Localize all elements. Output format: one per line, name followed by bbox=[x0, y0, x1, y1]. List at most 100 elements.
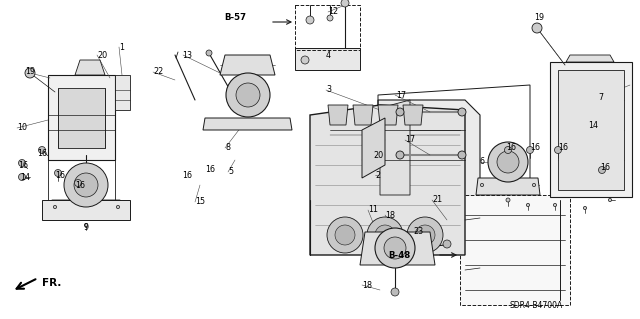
Text: 23: 23 bbox=[413, 227, 423, 236]
Polygon shape bbox=[360, 232, 435, 265]
Circle shape bbox=[19, 174, 26, 181]
Text: FR.: FR. bbox=[42, 278, 61, 288]
Text: 12: 12 bbox=[328, 8, 338, 17]
Polygon shape bbox=[558, 70, 624, 190]
Text: 16: 16 bbox=[55, 170, 65, 180]
Circle shape bbox=[38, 146, 45, 153]
Polygon shape bbox=[362, 118, 385, 178]
Polygon shape bbox=[476, 178, 540, 195]
Circle shape bbox=[54, 169, 61, 176]
Text: 10: 10 bbox=[17, 123, 27, 132]
Circle shape bbox=[396, 151, 404, 159]
Polygon shape bbox=[75, 60, 105, 75]
Circle shape bbox=[396, 108, 404, 116]
Text: 2: 2 bbox=[375, 170, 380, 180]
Text: 16: 16 bbox=[530, 144, 540, 152]
Circle shape bbox=[609, 198, 612, 202]
Polygon shape bbox=[47, 200, 125, 215]
Text: B-48: B-48 bbox=[388, 250, 410, 259]
Text: 19: 19 bbox=[25, 68, 35, 77]
Circle shape bbox=[19, 160, 26, 167]
Text: 9: 9 bbox=[83, 224, 88, 233]
Text: 19: 19 bbox=[534, 13, 544, 23]
Text: SDR4-B4700A: SDR4-B4700A bbox=[510, 300, 563, 309]
Circle shape bbox=[53, 205, 56, 209]
Circle shape bbox=[554, 204, 557, 207]
Circle shape bbox=[25, 68, 35, 78]
Circle shape bbox=[532, 183, 536, 187]
Text: 14: 14 bbox=[20, 173, 30, 182]
Polygon shape bbox=[295, 48, 360, 70]
Circle shape bbox=[407, 217, 443, 253]
Circle shape bbox=[74, 180, 81, 187]
Circle shape bbox=[481, 183, 484, 187]
Text: 16: 16 bbox=[18, 160, 28, 169]
Circle shape bbox=[384, 237, 406, 259]
Circle shape bbox=[526, 204, 530, 207]
Circle shape bbox=[497, 151, 519, 173]
Text: 22: 22 bbox=[153, 68, 163, 77]
Circle shape bbox=[506, 198, 510, 202]
Circle shape bbox=[584, 206, 587, 210]
Polygon shape bbox=[378, 100, 480, 200]
Circle shape bbox=[458, 151, 466, 159]
Polygon shape bbox=[378, 105, 398, 125]
Polygon shape bbox=[220, 55, 275, 75]
Text: 16: 16 bbox=[182, 170, 192, 180]
Text: 20: 20 bbox=[373, 151, 383, 160]
Circle shape bbox=[375, 228, 415, 268]
Polygon shape bbox=[58, 88, 105, 148]
Circle shape bbox=[527, 146, 534, 153]
Circle shape bbox=[504, 146, 511, 153]
Circle shape bbox=[375, 225, 395, 245]
Text: 16: 16 bbox=[558, 144, 568, 152]
Polygon shape bbox=[203, 118, 292, 130]
Circle shape bbox=[116, 205, 120, 209]
Circle shape bbox=[64, 163, 108, 207]
Text: 18: 18 bbox=[385, 211, 395, 219]
Text: 16: 16 bbox=[205, 166, 215, 174]
Circle shape bbox=[443, 240, 451, 248]
Polygon shape bbox=[115, 75, 130, 110]
Polygon shape bbox=[566, 55, 614, 62]
Polygon shape bbox=[353, 105, 373, 125]
Polygon shape bbox=[310, 105, 465, 255]
Circle shape bbox=[598, 167, 605, 174]
Circle shape bbox=[532, 23, 542, 33]
Text: 16: 16 bbox=[37, 149, 47, 158]
Circle shape bbox=[301, 56, 309, 64]
Polygon shape bbox=[328, 105, 348, 125]
Text: 16: 16 bbox=[75, 181, 85, 189]
Circle shape bbox=[306, 16, 314, 24]
Circle shape bbox=[391, 288, 399, 296]
Polygon shape bbox=[550, 62, 632, 197]
Bar bbox=[460, 195, 570, 305]
Circle shape bbox=[554, 146, 561, 153]
Text: 7: 7 bbox=[598, 93, 603, 102]
Circle shape bbox=[327, 217, 363, 253]
Text: 11: 11 bbox=[368, 205, 378, 214]
Polygon shape bbox=[42, 200, 130, 220]
Text: 14: 14 bbox=[588, 121, 598, 130]
Polygon shape bbox=[48, 75, 115, 160]
Text: 16: 16 bbox=[506, 144, 516, 152]
Polygon shape bbox=[403, 105, 423, 125]
Text: 17: 17 bbox=[396, 91, 406, 100]
Text: 1: 1 bbox=[119, 42, 124, 51]
Text: 15: 15 bbox=[195, 197, 205, 206]
Bar bbox=[295, 5, 360, 50]
Text: 8: 8 bbox=[225, 144, 230, 152]
Text: 20: 20 bbox=[97, 50, 107, 60]
Circle shape bbox=[488, 142, 528, 182]
Text: 4: 4 bbox=[326, 50, 331, 60]
Circle shape bbox=[84, 223, 88, 226]
Circle shape bbox=[335, 225, 355, 245]
Circle shape bbox=[206, 50, 212, 56]
Text: B-57: B-57 bbox=[224, 13, 246, 23]
Circle shape bbox=[341, 0, 349, 7]
Circle shape bbox=[458, 108, 466, 116]
Circle shape bbox=[367, 217, 403, 253]
Circle shape bbox=[226, 73, 270, 117]
Circle shape bbox=[74, 173, 98, 197]
Text: 18: 18 bbox=[362, 280, 372, 290]
